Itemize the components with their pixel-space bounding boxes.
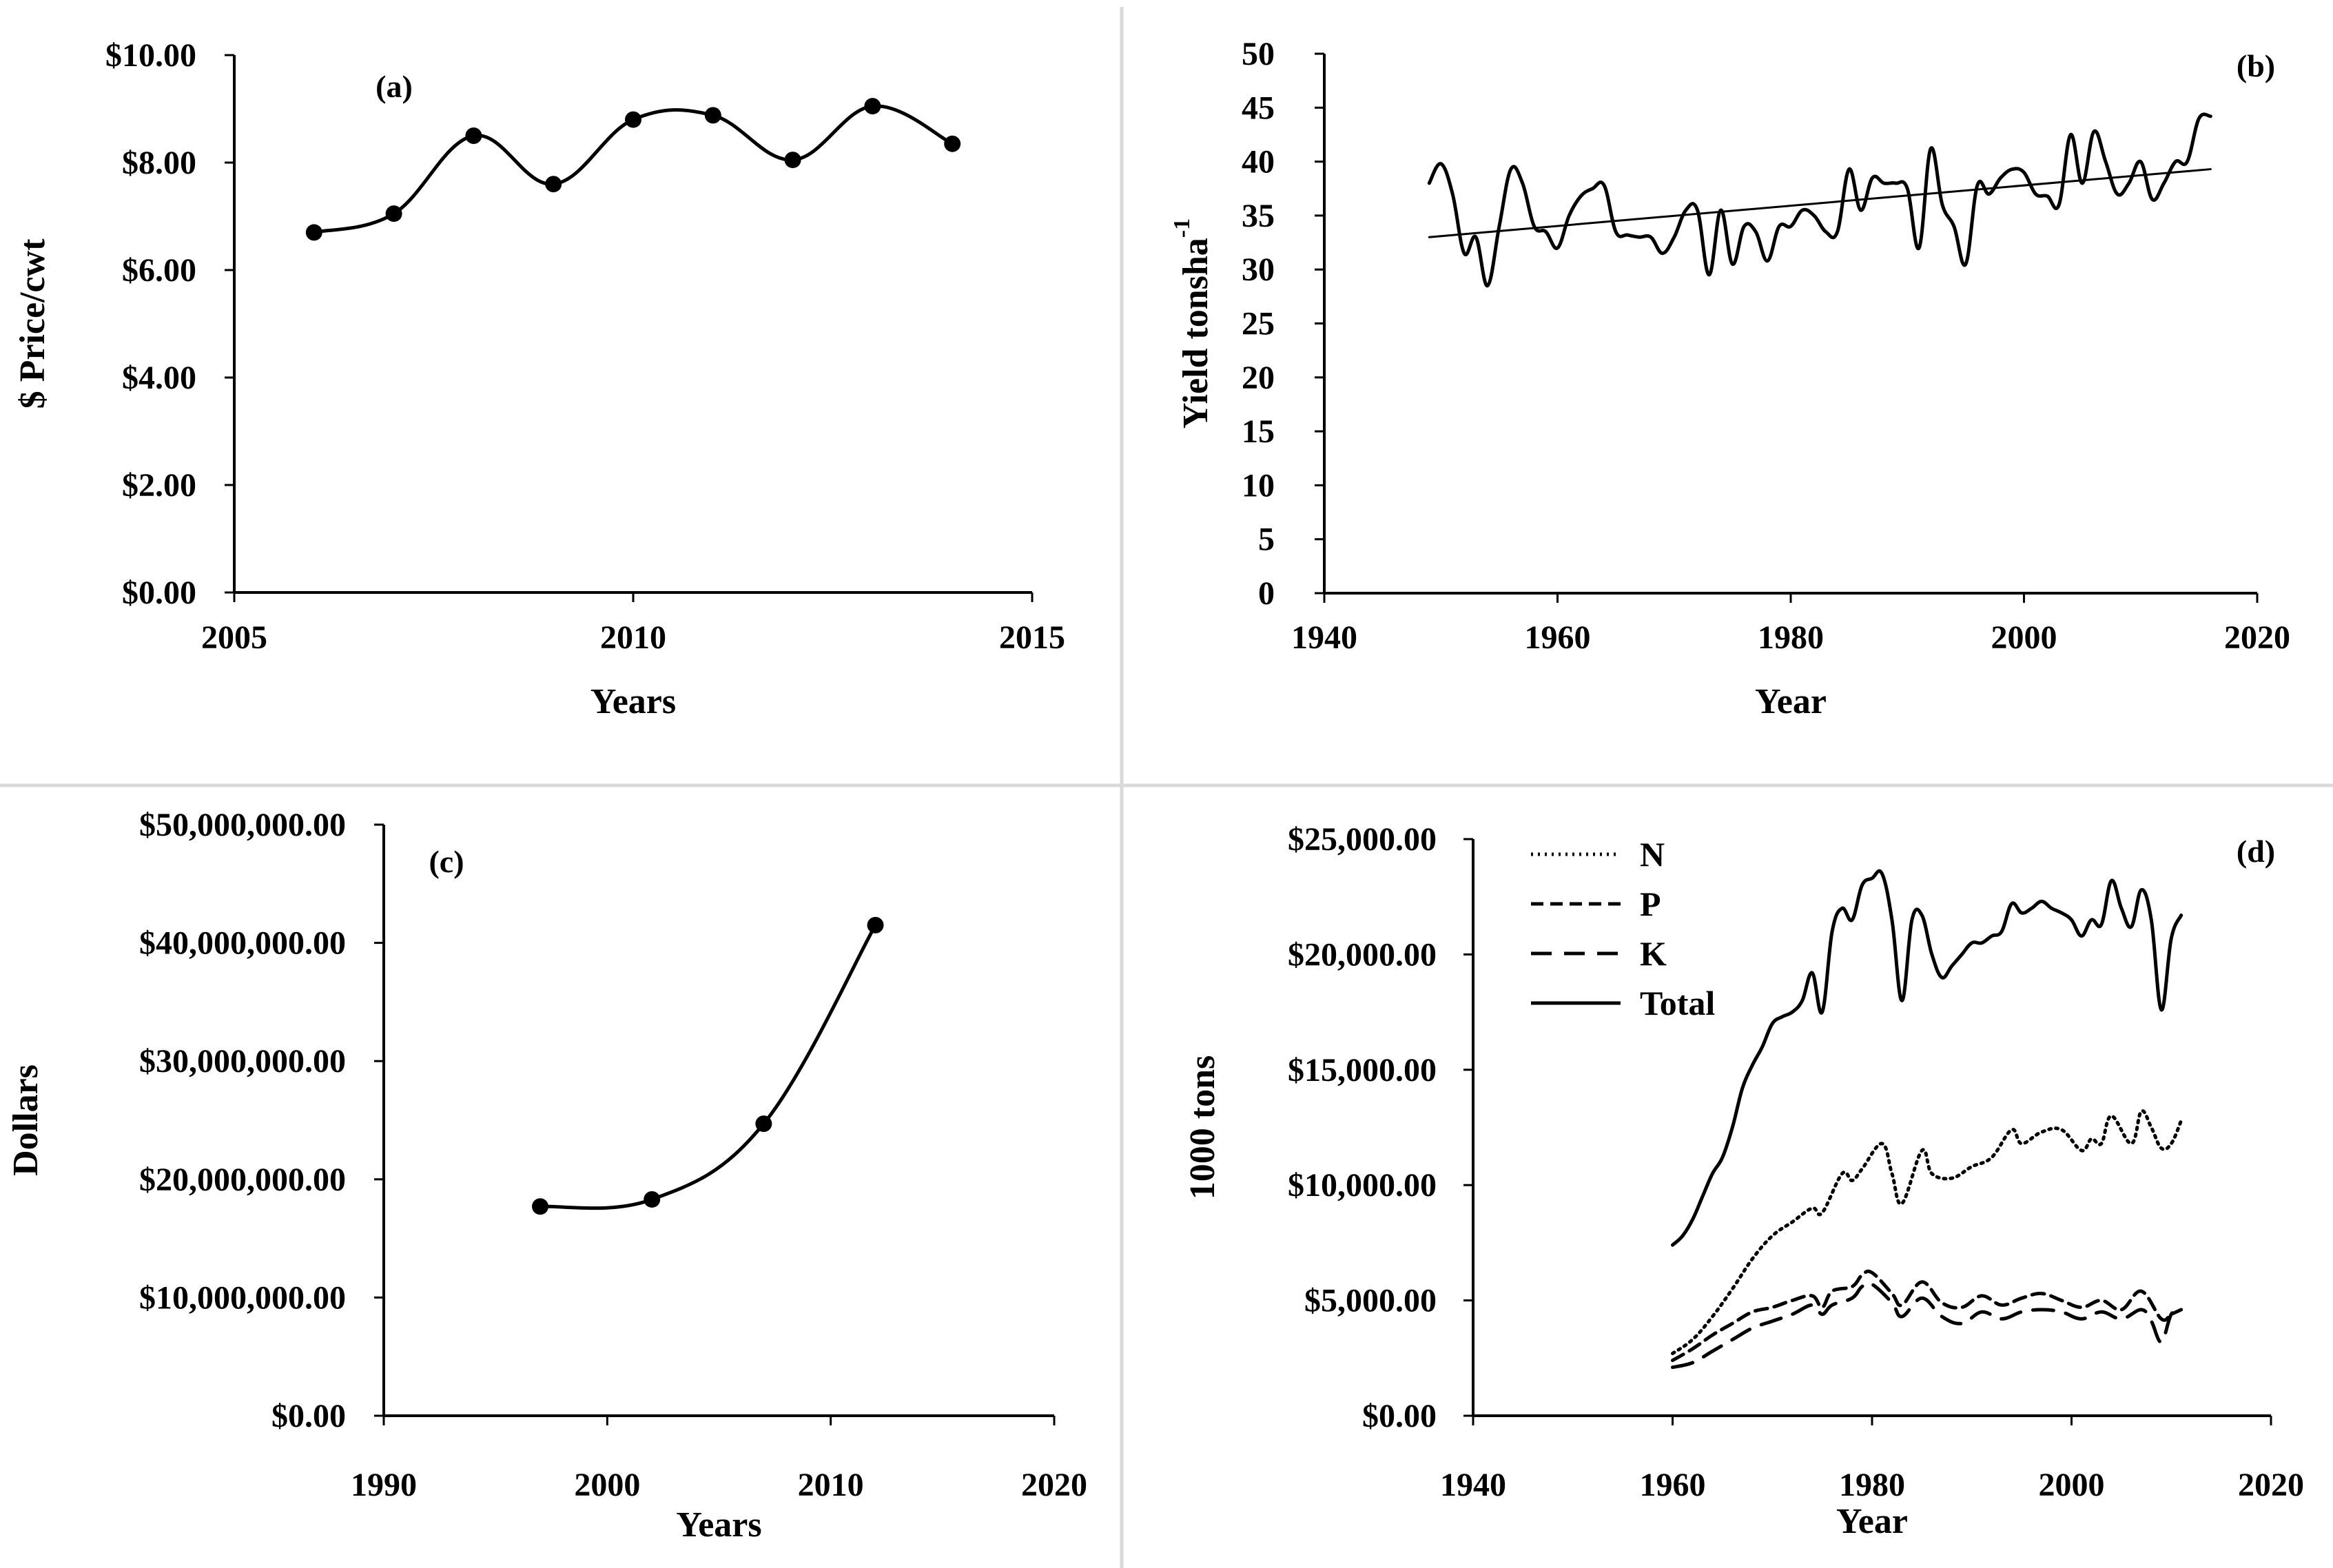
legend-label-k: K <box>1640 934 1667 973</box>
panel-a-data-point <box>944 135 961 152</box>
panel-c-y-tick-label: $30,000,000.00 <box>139 1043 346 1080</box>
panel-b-y-tick-label: 35 <box>1242 198 1275 234</box>
panel-b-x-tick-label: 1980 <box>1758 619 1824 656</box>
panel-d: $0.00 $5,000.00 $10,000.00 $15,000.00 $20,00… <box>1183 821 2304 1541</box>
panel-a-data-point <box>385 205 402 223</box>
panel-c-x-tick-label: 2000 <box>574 1467 640 1503</box>
panel-a-data-point <box>305 224 322 241</box>
panel-b-x-tick-label: 2000 <box>1991 619 2057 656</box>
panel-b-x-tick-label: 2020 <box>2224 619 2290 656</box>
panel-b-y-axis-title-superscript: -1 <box>1169 218 1195 238</box>
panel-a-label: (a) <box>376 69 413 104</box>
panel-a-x-tick-label: 2015 <box>999 619 1065 656</box>
panel-b-label: (b) <box>2237 48 2275 83</box>
panel-d-x-tick-label: 2000 <box>2039 1467 2105 1503</box>
panel-a: $0.00 $2.00 $4.00 $6.00 $8.00 $10.00 2005 2010 2… <box>13 37 1065 721</box>
panel-a-data-point <box>704 107 721 124</box>
panel-d-y-tick-label: $10,000.00 <box>1288 1167 1437 1204</box>
panel-c-y-tick-label: $50,000,000.00 <box>139 807 346 843</box>
panel-a-y-tick-label: $6.00 <box>122 252 196 289</box>
panel-d-x-axis-title: Year <box>1836 1502 1908 1541</box>
panel-a-y-tick-label: $0.00 <box>122 575 196 611</box>
panel-d-y-tick-label: $25,000.00 <box>1288 821 1437 858</box>
panel-c-data-point <box>532 1198 549 1215</box>
panel-d-series-n <box>1671 1108 2183 1356</box>
panel-c-series-dollars <box>538 923 877 1210</box>
panel-a-x-axis-title: Years <box>590 682 676 721</box>
panel-d-label: (d) <box>2237 834 2275 869</box>
panel-a-y-tick-label: $2.00 <box>122 467 196 504</box>
panel-d-legend: NPK Total <box>1531 835 1715 1022</box>
panel-c-y-tick-label: $0.00 <box>271 1398 346 1434</box>
panel-d-y-tick-label: $20,000.00 <box>1288 936 1437 973</box>
panel-a-y-tick-label: $10.00 <box>105 37 196 74</box>
panel-d-x-tick-label: 2020 <box>2238 1467 2304 1503</box>
panel-a-y-axis-title: $ Price/cwt <box>13 238 52 409</box>
panel-c-x-tick-label: 2020 <box>1021 1467 1087 1503</box>
panel-b-y-axis-title: Yield tonsha-1 <box>1169 218 1215 429</box>
panel-a-y-tick-label: $8.00 <box>122 145 196 181</box>
panel-b-series-yield <box>1427 112 2212 288</box>
panel-d-series-p <box>1671 1269 2183 1363</box>
panel-a-data-point <box>625 111 641 128</box>
panel-c-label: (c) <box>429 844 464 879</box>
panel-d-x-tick-label: 1960 <box>1640 1467 1706 1503</box>
panel-a-x-tick-label: 2005 <box>201 619 267 656</box>
panel-b-y-tick-label: 20 <box>1242 360 1275 396</box>
panel-c: $0.00 $10,000,000.00 $20,000,000.00 $30,000… <box>6 807 1087 1545</box>
panel-b-y-tick-label: 0 <box>1258 575 1275 612</box>
panel-b-y-tick-label: 30 <box>1242 251 1275 288</box>
panel-b-y-tick-label: 25 <box>1242 306 1275 342</box>
panel-d-series-total <box>1671 869 2183 1247</box>
panel-c-data-point <box>867 916 884 933</box>
panel-c-data-point <box>755 1115 772 1133</box>
panel-c-x-tick-label: 1990 <box>351 1467 417 1503</box>
panel-d-y-tick-label: $15,000.00 <box>1288 1052 1437 1089</box>
panel-b-y-tick-label: 40 <box>1242 144 1275 180</box>
panel-b-x-tick-label: 1940 <box>1291 619 1357 656</box>
panel-b-y-tick-label: 45 <box>1242 90 1275 126</box>
panel-b-x-tick-label: 1960 <box>1525 619 1591 656</box>
panel-c-y-tick-label: $20,000,000.00 <box>139 1162 346 1198</box>
panel-a-data-point <box>545 176 562 193</box>
panel-d-y-tick-label: $5,000.00 <box>1304 1283 1437 1319</box>
panel-b-y-tick-label: 15 <box>1242 413 1275 450</box>
panel-c-y-tick-label: $40,000,000.00 <box>139 925 346 962</box>
panel-d-x-tick-label: 1980 <box>1839 1467 1905 1503</box>
legend-label-p: P <box>1640 885 1661 923</box>
legend-label-n: N <box>1640 835 1665 874</box>
panel-d-y-tick-label: $0.00 <box>1362 1398 1437 1434</box>
panel-a-data-point <box>864 98 881 115</box>
panel-c-y-tick-label: $10,000,000.00 <box>139 1279 346 1316</box>
panel-b-y-tick-label: 50 <box>1242 36 1275 72</box>
panel-d-y-axis-title: 1000 tons <box>1183 1055 1222 1199</box>
panel-d-series-k <box>1671 1281 2183 1370</box>
panel-b: 0 5 10 15 20 25 30 35 40 45 50 1940 1960 1980 2000 2020… <box>1169 36 2290 721</box>
panel-c-y-axis-title: Dollars <box>6 1064 45 1176</box>
panel-a-x-tick-label: 2010 <box>600 619 666 656</box>
panel-c-x-tick-label: 2010 <box>798 1467 864 1503</box>
panel-d-x-tick-label: 1940 <box>1440 1467 1506 1503</box>
panel-a-y-tick-label: $4.00 <box>122 360 196 396</box>
panel-a-data-point <box>784 152 801 169</box>
panel-c-x-axis-title: Years <box>676 1505 761 1545</box>
panel-c-data-point <box>644 1190 661 1208</box>
panel-b-x-axis-title: Year <box>1755 682 1827 721</box>
panel-b-series-linear-trend <box>1428 168 2212 238</box>
panel-b-y-tick-label: 10 <box>1242 467 1275 504</box>
legend-label-total: Total <box>1640 984 1715 1022</box>
panel-b-y-tick-label: 5 <box>1258 522 1275 558</box>
panel-a-data-point <box>465 127 482 144</box>
